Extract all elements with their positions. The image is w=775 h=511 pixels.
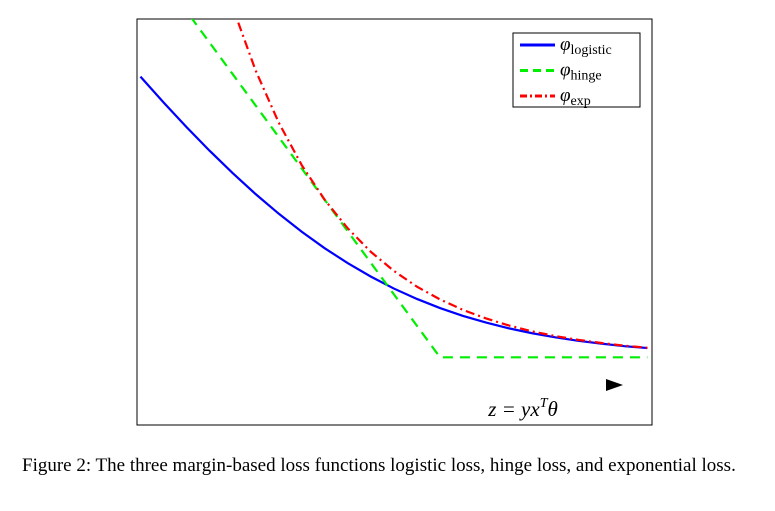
arrow-head	[606, 379, 623, 391]
legend-label: φlogistic	[560, 34, 612, 58]
legend-label: φhinge	[560, 60, 602, 84]
series-line	[139, 75, 648, 350]
series-line	[190, 19, 648, 359]
series-line	[235, 19, 648, 349]
annotation: z = yxTθ	[487, 396, 558, 421]
legend-label: φexp	[560, 85, 591, 109]
plot-area	[139, 19, 648, 359]
caption: Figure 2: The three margin-based loss fu…	[22, 455, 736, 476]
